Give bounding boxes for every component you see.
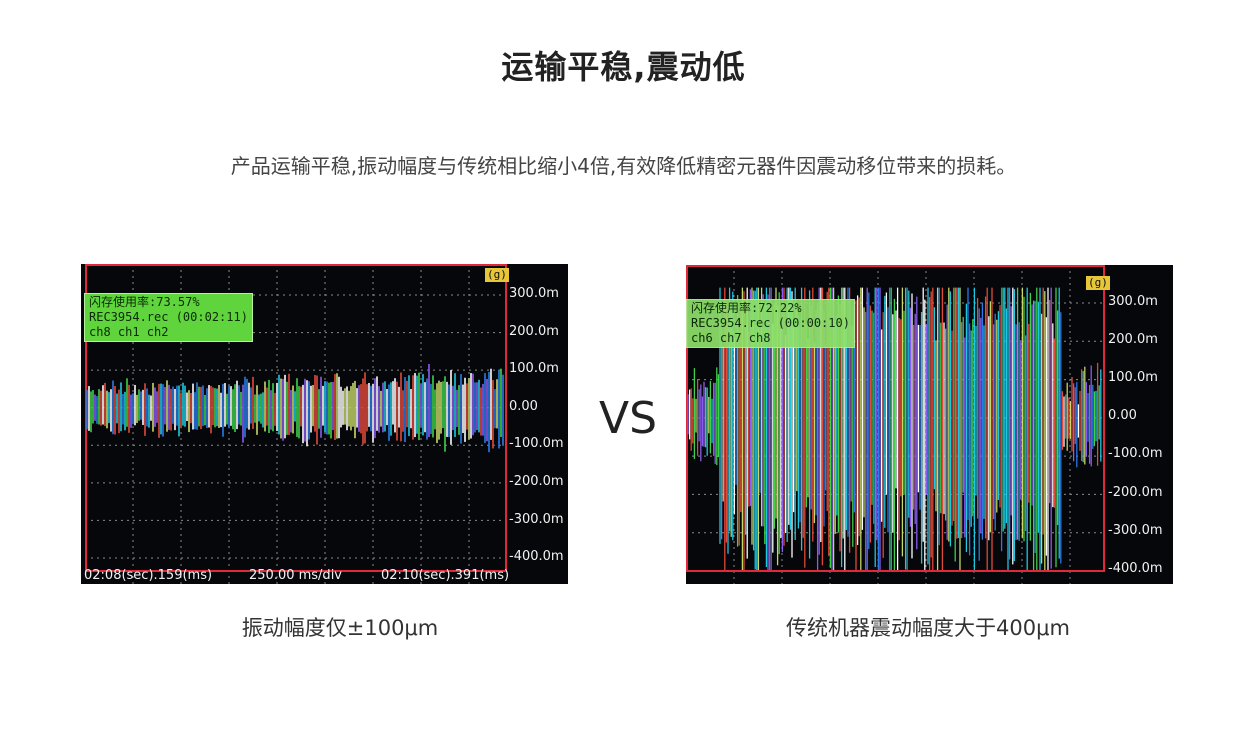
footer-end-time: 02:10(sec).391(ms) bbox=[381, 568, 510, 583]
unit-label-left: (g) bbox=[485, 268, 509, 282]
footer-start-time: 02:08(sec).159(ms) bbox=[84, 568, 213, 583]
caption-right: 传统机器震动幅度大于400μm bbox=[786, 616, 1070, 640]
oscilloscope-screen-right: 闪存使用率:72.22% REC3954.rec (00:00:10) ch6 … bbox=[686, 265, 1173, 584]
plot-border bbox=[85, 264, 507, 572]
y-tick-label: 0.00 bbox=[509, 398, 538, 414]
y-tick-label: 200.0m bbox=[1108, 332, 1158, 348]
page-title: 运输平稳,震动低 bbox=[501, 48, 746, 86]
info-line: 闪存使用率:73.57% bbox=[89, 295, 200, 309]
footer-time-div: 250.00 ms/div bbox=[249, 568, 342, 583]
info-line: REC3954.rec (00:00:10) bbox=[691, 316, 850, 330]
y-tick-label: 300.0m bbox=[509, 286, 559, 301]
info-line: 闪存使用率:72.22% bbox=[691, 301, 802, 315]
y-tick-label: -200.0m bbox=[1108, 484, 1163, 500]
y-tick-label: -200.0m bbox=[509, 474, 564, 489]
y-tick-label: 200.0m bbox=[509, 323, 559, 339]
caption-left: 振动幅度仅±100μm bbox=[241, 616, 439, 640]
traces bbox=[86, 363, 504, 453]
y-tick-label: -300.0m bbox=[1108, 522, 1163, 538]
info-box-right: 闪存使用率:72.22% REC3954.rec (00:00:10) ch6 … bbox=[686, 299, 855, 348]
info-line: REC3954.rec (00:02:11) bbox=[89, 310, 248, 324]
unit-label-right: (g) bbox=[1086, 276, 1110, 290]
page-subtitle: 产品运输平稳,振动幅度与传统相比缩小4倍,有效降低精密元器件因震动移位带来的损耗… bbox=[230, 154, 1017, 178]
info-line: ch8 ch1 ch2 bbox=[89, 325, 169, 339]
oscilloscope-screen-left: 闪存使用率:73.57% REC3954.rec (00:02:11) ch8 … bbox=[81, 264, 568, 584]
y-tick-label: -400.0m bbox=[1108, 560, 1163, 576]
info-box-left: 闪存使用率:73.57% REC3954.rec (00:02:11) ch8 … bbox=[84, 293, 253, 342]
y-tick-label: 100.0m bbox=[509, 361, 559, 377]
y-tick-label: -100.0m bbox=[1108, 446, 1163, 462]
y-tick-label: -400.0m bbox=[509, 549, 564, 565]
vs-label: VS bbox=[598, 393, 658, 444]
y-tick-label: 100.0m bbox=[1108, 370, 1158, 386]
y-tick-label: -300.0m bbox=[509, 511, 564, 527]
y-tick-label: 300.0m bbox=[1108, 294, 1158, 309]
y-tick-label: 0.00 bbox=[1108, 408, 1137, 424]
vibration-chart-left bbox=[85, 264, 507, 584]
plot-border bbox=[686, 265, 1105, 572]
y-tick-label: -100.0m bbox=[509, 436, 564, 452]
info-line: ch6 ch7 ch8 bbox=[691, 331, 771, 345]
